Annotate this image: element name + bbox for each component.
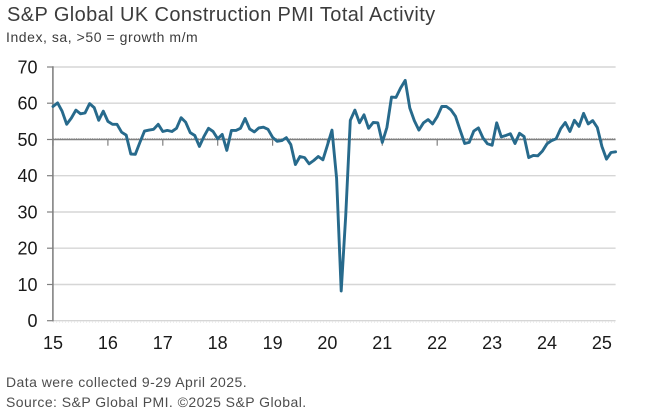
svg-text:0: 0 [27, 311, 37, 331]
svg-text:40: 40 [17, 166, 37, 186]
svg-text:30: 30 [17, 202, 37, 222]
svg-text:24: 24 [537, 333, 557, 353]
svg-text:21: 21 [372, 333, 392, 353]
svg-text:50: 50 [17, 130, 37, 150]
svg-text:17: 17 [153, 333, 173, 353]
svg-text:16: 16 [98, 333, 118, 353]
svg-text:19: 19 [263, 333, 283, 353]
svg-text:60: 60 [17, 94, 37, 114]
svg-text:20: 20 [317, 333, 337, 353]
svg-text:25: 25 [592, 333, 612, 353]
svg-text:15: 15 [43, 333, 63, 353]
svg-text:22: 22 [427, 333, 447, 353]
svg-text:23: 23 [482, 333, 502, 353]
svg-text:18: 18 [208, 333, 228, 353]
svg-text:70: 70 [17, 57, 37, 77]
svg-text:10: 10 [17, 275, 37, 295]
svg-text:20: 20 [17, 239, 37, 259]
